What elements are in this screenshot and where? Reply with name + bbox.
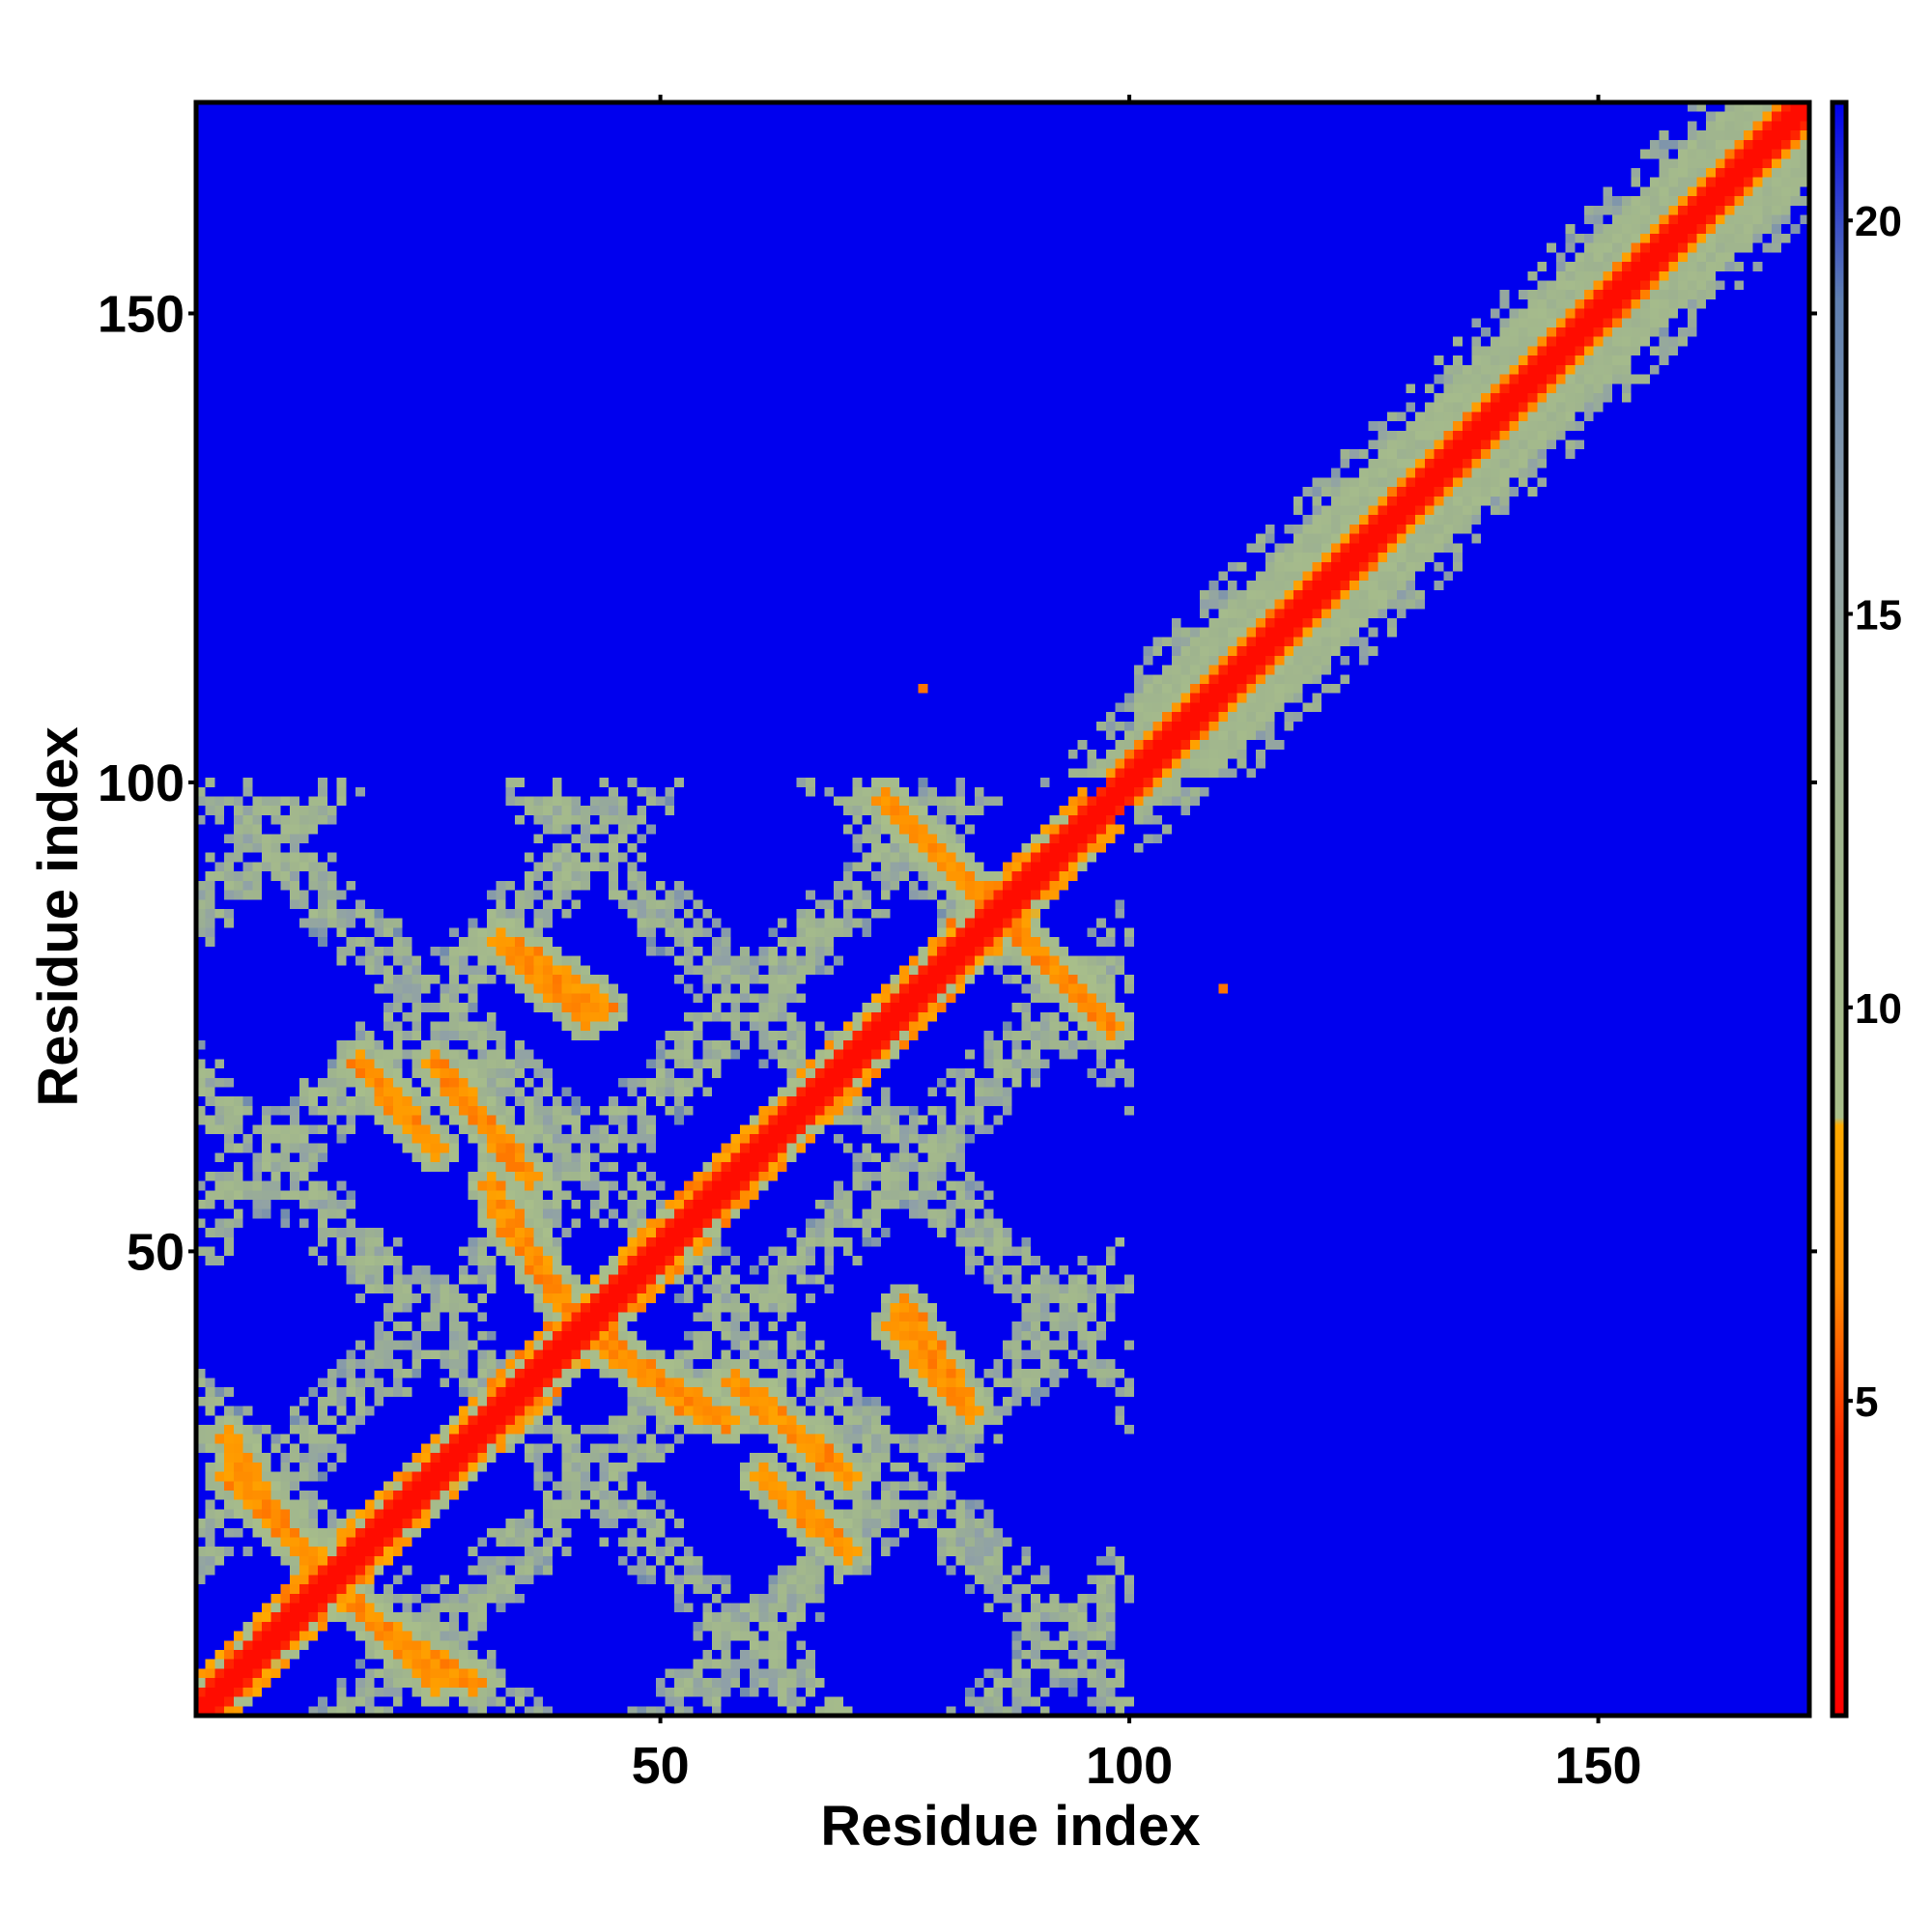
x-axis-title: Residue index (820, 1795, 1200, 1858)
colorbar-gradient (1830, 99, 1849, 1719)
x-tick-label: 100 (1086, 1737, 1173, 1795)
y-axis: 50 100 150 (98, 285, 1817, 1281)
colorbar-ticks: 5 10 15 20 (1846, 198, 1902, 1426)
x-axis: 50 100 150 (632, 95, 1642, 1795)
x-tick-label: 150 (1554, 1737, 1641, 1795)
y-tick-label: 50 (127, 1223, 185, 1281)
heatmap-image (196, 102, 1809, 1716)
x-tick-label: 50 (632, 1737, 690, 1795)
y-tick-label: 100 (98, 754, 185, 812)
y-tick-label: 150 (98, 285, 185, 343)
colorbar-tick-label: 20 (1855, 198, 1902, 245)
colorbar-tick-label: 15 (1855, 592, 1902, 639)
colorbar-tick-label: 10 (1855, 985, 1902, 1033)
colorbar-tick-label: 5 (1855, 1378, 1878, 1426)
colorbar: 5 10 15 20 (1830, 99, 1902, 1719)
plot-frame (193, 99, 1812, 1719)
y-axis-title: Residue index (27, 726, 90, 1106)
heatmap-cells (196, 102, 1809, 1716)
